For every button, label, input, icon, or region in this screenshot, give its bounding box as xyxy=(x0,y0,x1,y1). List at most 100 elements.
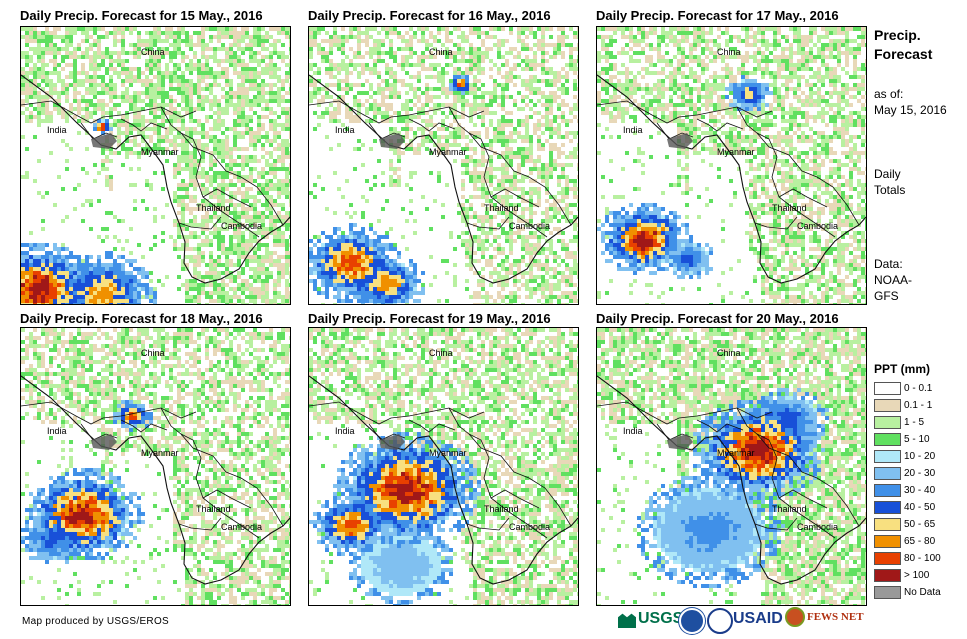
country-label-cambodia: Cambodia xyxy=(509,522,551,532)
sidebar-asof: as of: May 15, 2016 xyxy=(874,86,947,118)
country-border xyxy=(448,106,548,238)
legend-title: PPT (mm) xyxy=(874,362,931,376)
coastal-shade xyxy=(667,133,693,149)
coastal-shade xyxy=(379,434,405,450)
country-border xyxy=(696,118,744,132)
legend-swatch xyxy=(874,518,901,531)
panel-title-5: Daily Precip. Forecast for 19 May., 2016 xyxy=(308,311,551,326)
country-label-thailand: Thailand xyxy=(772,504,807,514)
legend-item: 1 - 5 xyxy=(874,415,924,430)
noaa-logo-icon xyxy=(679,608,705,634)
country-label-myanmar: Myanmar xyxy=(141,147,179,157)
legend-swatch xyxy=(874,535,901,548)
data-line1: Data: xyxy=(874,257,903,271)
country-border xyxy=(120,118,168,132)
legend-swatch xyxy=(874,399,901,412)
country-border xyxy=(448,407,548,539)
country-label-myanmar: Myanmar xyxy=(717,147,755,157)
coastal-shade xyxy=(91,133,117,149)
country-label-myanmar: Myanmar xyxy=(429,147,467,157)
country-border xyxy=(754,517,798,531)
map-credit: Map produced by USGS/EROS xyxy=(22,616,170,627)
country-label-china: China xyxy=(717,348,741,358)
legend-swatch xyxy=(874,416,901,429)
country-label-china: China xyxy=(429,47,453,57)
country-label-cambodia: Cambodia xyxy=(221,221,263,231)
legend-swatch xyxy=(874,552,901,565)
legend-swatch xyxy=(874,433,901,446)
totals-line2: Totals xyxy=(874,183,906,197)
country-border xyxy=(180,132,284,226)
forecast-map-15: China India Myanmar Thailand Cambodia xyxy=(20,26,291,305)
sidebar-data-source: Data: NOAA- GFS xyxy=(874,256,912,304)
precip-map-svg xyxy=(597,27,866,304)
sidebar-title-line1: Precip. xyxy=(874,27,921,43)
legend-swatch xyxy=(874,484,901,497)
fewsnet-globe-icon xyxy=(785,607,805,627)
legend-item: 5 - 10 xyxy=(874,432,930,447)
legend-label: 0 - 0.1 xyxy=(904,383,933,394)
country-border xyxy=(756,132,860,226)
country-border xyxy=(736,106,836,238)
legend-item: > 100 xyxy=(874,568,929,583)
legend-item: 40 - 50 xyxy=(874,500,935,515)
country-label-thailand: Thailand xyxy=(484,504,519,514)
legend-item: 20 - 30 xyxy=(874,466,935,481)
coastal-shade xyxy=(91,434,117,450)
country-border xyxy=(778,489,828,509)
coastal-shade xyxy=(379,133,405,149)
legend-label: 1 - 5 xyxy=(904,417,925,428)
country-label-thailand: Thailand xyxy=(196,203,231,213)
panel-title-3: Daily Precip. Forecast for 17 May., 2016 xyxy=(596,8,839,23)
country-border xyxy=(408,118,456,132)
country-border xyxy=(466,517,510,531)
legend-label: 0.1 - 1 xyxy=(904,400,933,411)
country-label-india: India xyxy=(47,426,67,436)
country-label-india: India xyxy=(47,125,67,135)
country-border xyxy=(180,433,284,527)
forecast-map-17: China India Myanmar Thailand Cambodia xyxy=(596,26,867,305)
asof-date: May 15, 2016 xyxy=(874,103,947,117)
country-border xyxy=(466,216,510,230)
panel-title-1: Daily Precip. Forecast for 15 May., 2016 xyxy=(20,8,263,23)
precip-map-svg xyxy=(21,328,290,605)
usgs-wave-icon xyxy=(618,613,636,628)
country-border xyxy=(309,401,485,425)
forecast-map-16: China India Myanmar Thailand Cambodia xyxy=(308,26,579,305)
country-label-cambodia: Cambodia xyxy=(797,221,839,231)
country-border xyxy=(160,106,260,238)
precip-grid xyxy=(309,27,578,304)
legend-item: 80 - 100 xyxy=(874,551,941,566)
country-label-cambodia: Cambodia xyxy=(797,522,839,532)
legend-swatch xyxy=(874,467,901,480)
country-label-china: China xyxy=(429,348,453,358)
country-border xyxy=(178,216,222,230)
country-label-cambodia: Cambodia xyxy=(221,522,263,532)
legend-item: 50 - 65 xyxy=(874,517,935,532)
usaid-logo-text: USAID xyxy=(733,610,783,627)
legend-label: 20 - 30 xyxy=(904,468,936,479)
coastal-shade xyxy=(667,434,693,450)
legend-item: 30 - 40 xyxy=(874,483,935,498)
country-border xyxy=(778,188,828,208)
legend-item: 0.1 - 1 xyxy=(874,398,932,413)
legend-label: 30 - 40 xyxy=(904,485,936,496)
legend-swatch xyxy=(874,501,901,514)
country-label-myanmar: Myanmar xyxy=(429,448,467,458)
country-border xyxy=(490,489,540,509)
precip-map-svg xyxy=(309,27,578,304)
usgs-logo: USGS xyxy=(618,607,683,631)
totals-line1: Daily xyxy=(874,167,901,181)
country-label-thailand: Thailand xyxy=(772,203,807,213)
legend-item: 10 - 20 xyxy=(874,449,935,464)
country-border xyxy=(597,100,773,124)
country-label-india: India xyxy=(623,125,643,135)
country-label-thailand: Thailand xyxy=(196,504,231,514)
sidebar-title: Precip. Forecast xyxy=(874,26,932,64)
legend-label: > 100 xyxy=(904,570,930,581)
sidebar-totals: Daily Totals xyxy=(874,166,905,198)
country-border xyxy=(754,216,798,230)
asof-label: as of: xyxy=(874,87,904,101)
legend-label: 40 - 50 xyxy=(904,502,936,513)
legend-swatch xyxy=(874,382,901,395)
